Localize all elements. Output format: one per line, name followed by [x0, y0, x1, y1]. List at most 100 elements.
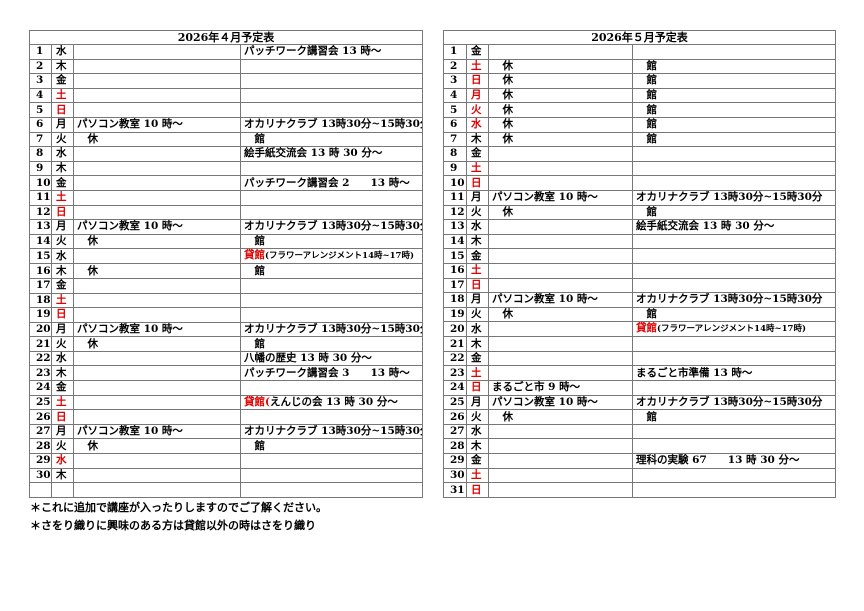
weekday: 水: [51, 350, 74, 367]
morning-event: 休: [488, 102, 633, 118]
weekday: 日: [466, 380, 489, 396]
schedule-row: 12 火 休 館: [443, 204, 836, 221]
morning-event: [73, 307, 241, 323]
morning-event: [488, 233, 633, 250]
date-number: 10: [443, 175, 467, 191]
weekday: 日: [51, 204, 74, 221]
date-number: 14: [29, 233, 52, 250]
afternoon-event: 館: [632, 306, 836, 323]
afternoon-event-text: オカリナクラブ 13時30分~15時30分: [636, 293, 823, 306]
schedule-row: 20 水 貸館(フラワーアレンジメント14時~17時): [443, 321, 836, 338]
afternoon-event: 理科の実験 67 13 時 30 分～: [632, 453, 836, 469]
afternoon-event: [240, 307, 423, 323]
date-number: 22: [29, 350, 52, 367]
date-number: 27: [29, 423, 52, 440]
afternoon-event-text: 館: [636, 132, 657, 145]
morning-event: [73, 87, 241, 104]
schedule-row: 10 金 パッチワーク講習会 2 13 時～: [29, 175, 423, 191]
morning-event: [73, 102, 241, 118]
date-number: 11: [29, 189, 52, 206]
morning-event: 休: [488, 306, 633, 323]
weekday: 水: [466, 116, 489, 133]
morning-event: [488, 175, 633, 191]
afternoon-event-text: オカリナクラブ 13時30分~15時30分: [636, 395, 823, 408]
morning-event: [73, 277, 241, 294]
weekday: 土: [51, 292, 74, 309]
schedule-row: 22 金: [443, 350, 836, 367]
afternoon-event: [240, 189, 423, 206]
date-number: 13: [443, 219, 467, 235]
morning-event: [488, 453, 633, 469]
afternoon-event: [632, 175, 836, 191]
afternoon-event-text: 理科の実験 67 13 時 30 分～: [636, 454, 800, 467]
weekday: 月: [466, 292, 489, 308]
afternoon-event: [632, 160, 836, 177]
morning-event: [488, 482, 633, 498]
afternoon-event: オカリナクラブ 13時30分~15時30分: [632, 292, 836, 308]
afternoon-event: [632, 423, 836, 440]
weekday: 水: [51, 453, 74, 469]
weekday: 火: [51, 438, 74, 455]
date-number: 5: [29, 102, 52, 118]
may-title: 2026年５月予定表: [443, 30, 836, 45]
morning-event: パソコン教室 10 時～: [488, 292, 633, 308]
schedule-row: 30 土: [443, 467, 836, 484]
afternoon-event: まるごと市準備 13 時～: [632, 365, 836, 382]
schedule-row: 30 木: [29, 467, 423, 484]
date-number: 3: [29, 73, 52, 89]
afternoon-event-text: 館: [244, 132, 265, 145]
weekday: 土: [51, 87, 74, 104]
schedule-row: 24 金: [29, 380, 423, 396]
afternoon-event-text: (フラワーアレンジメント14時~17時): [657, 324, 806, 335]
afternoon-event-text: 館: [244, 337, 265, 350]
afternoon-event-text: 館: [636, 118, 657, 131]
date-number: 15: [29, 248, 52, 265]
weekday: 木: [51, 467, 74, 484]
schedule-row: 14 木: [443, 233, 836, 250]
afternoon-event: [240, 277, 423, 294]
afternoon-event-text: 八幡の歴史 13 時 30 分～: [244, 352, 372, 365]
afternoon-event: パッチワーク講習会 3 13 時～: [240, 365, 423, 382]
afternoon-event: [632, 380, 836, 396]
morning-event: 休: [488, 87, 633, 104]
morning-event: [488, 467, 633, 484]
date-number: 26: [443, 409, 467, 425]
date-number: 23: [29, 365, 52, 382]
weekday: 月: [51, 423, 74, 440]
afternoon-event-text: オカリナクラブ 13時30分~15時30分: [636, 191, 823, 204]
date-number: 16: [443, 262, 467, 279]
weekday: 水: [51, 146, 74, 162]
afternoon-event-text: 館: [636, 74, 657, 87]
schedule-row: 19 火 休 館: [443, 306, 836, 323]
date-number: 15: [443, 248, 467, 264]
afternoon-event: オカリナクラブ 13時30分~15時30分: [632, 189, 836, 206]
afternoon-event: オカリナクラブ 13時30分~15時30分: [240, 423, 423, 440]
schedule-row: 16 木 休 館: [29, 263, 423, 279]
morning-event: [73, 394, 241, 411]
schedule-row: 11 月パソコン教室 10 時～ オカリナクラブ 13時30分~15時30分: [443, 189, 836, 206]
date-number: 6: [443, 116, 467, 133]
date-number: 9: [29, 160, 52, 177]
note-1: ＊これに追加で講座が入ったりしますのでご了解ください。: [30, 501, 327, 514]
date-number: 1: [29, 44, 52, 60]
morning-event: [73, 380, 241, 396]
schedule-row: 28 木: [443, 438, 836, 455]
schedule-row: 23 土 まるごと市準備 13 時～: [443, 365, 836, 382]
weekday: 月: [51, 321, 74, 338]
afternoon-event: 館: [632, 87, 836, 104]
date-number: 21: [29, 336, 52, 352]
date-number: 17: [443, 277, 467, 294]
schedule-row: 20 月パソコン教室 10 時～ オカリナクラブ 13時30分~15時30分: [29, 321, 423, 338]
morning-event: [73, 189, 241, 206]
weekday: 金: [466, 453, 489, 469]
afternoon-event: 絵手紙交流会 13 時 30 分～: [632, 219, 836, 235]
morning-event: [73, 482, 241, 498]
date-number: 26: [29, 409, 52, 425]
weekday: 月: [466, 87, 489, 104]
